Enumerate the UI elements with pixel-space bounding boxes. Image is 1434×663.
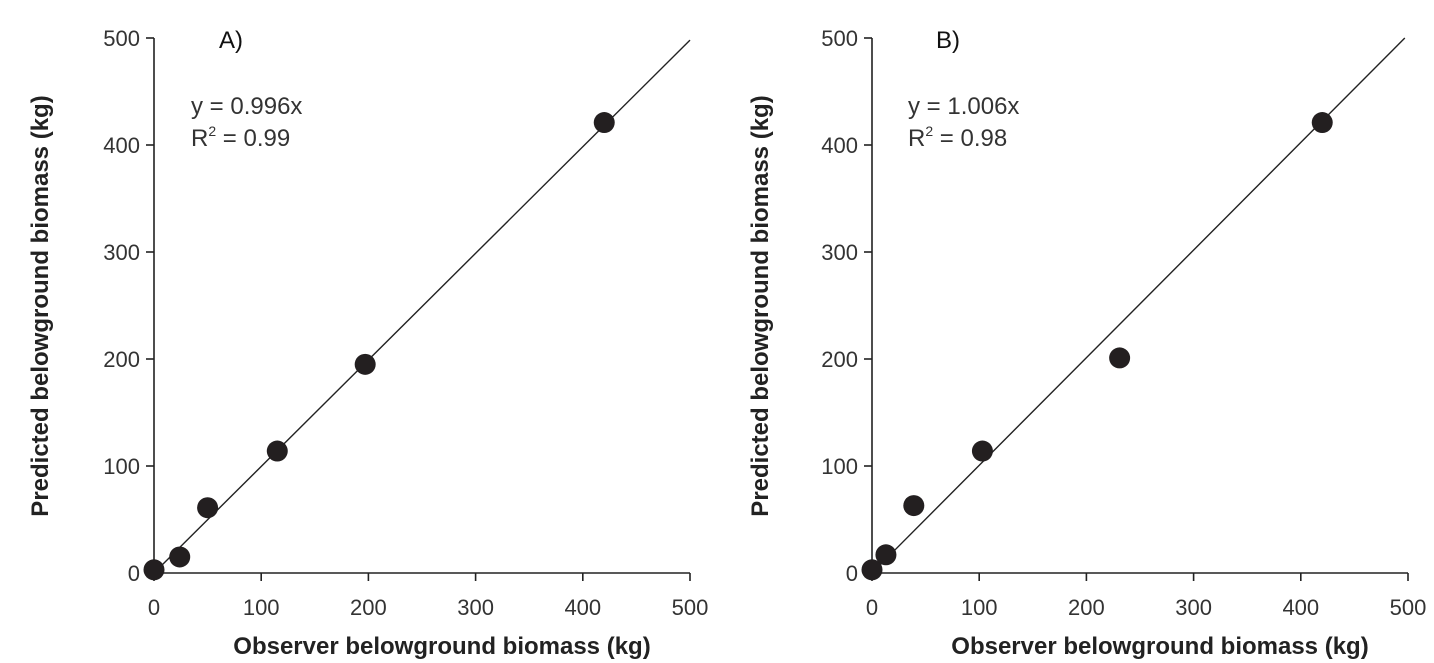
panel-b-r2-prefix: R	[908, 125, 925, 152]
panel-a-y-tick-label: 200	[103, 347, 140, 372]
panel-b-y-axis-title: Predicted belowground biomass (kg)	[747, 95, 774, 516]
panel-b-r2-sup: 2	[925, 123, 933, 139]
panel-a-y-tick-label: 100	[103, 454, 140, 479]
panel-a-x-tick-label: 300	[457, 595, 494, 620]
panel-a-y-tick-label: 300	[103, 240, 140, 265]
panel-b-x-tick-label: 0	[866, 595, 878, 620]
panel-a-data-point	[169, 546, 191, 568]
panel-b: B) y = 1.006x R2 = 0.98 Observer belowgr…	[747, 26, 1426, 660]
panel-a-data-point	[266, 440, 288, 462]
panel-a-data-point	[143, 559, 165, 581]
panel-a-equation: y = 0.996x	[191, 93, 302, 120]
panel-a-r2-sup: 2	[208, 123, 216, 139]
panel-b-y-tick-label: 100	[821, 454, 858, 479]
panel-b-x-tick-label: 400	[1282, 595, 1319, 620]
panel-b-x-tick-label: 500	[1390, 595, 1427, 620]
panel-b-x-tick-label: 300	[1175, 595, 1212, 620]
panel-a-data-point	[354, 353, 376, 375]
panel-a: A) y = 0.996x R2 = 0.99 Observer belowgr…	[27, 26, 708, 660]
panel-a-x-tick-label: 500	[672, 595, 709, 620]
panel-a-data-point	[197, 497, 219, 519]
panel-a-y-tick-label: 0	[128, 561, 140, 586]
panel-a-y-tick-label: 400	[103, 133, 140, 158]
panel-b-data-point	[1109, 347, 1131, 369]
panel-a-r2: R2 = 0.99	[191, 123, 290, 152]
panel-a-r2-value: = 0.99	[216, 125, 290, 152]
panel-b-data-point	[875, 544, 897, 566]
panel-a-x-tick-label: 0	[148, 595, 160, 620]
panel-b-x-axis-title: Observer belowground biomass (kg)	[951, 633, 1368, 660]
panel-a-x-axis-title: Observer belowground biomass (kg)	[233, 633, 650, 660]
panel-b-y-tick-label: 300	[821, 240, 858, 265]
panel-b-x-tick-label: 100	[961, 595, 998, 620]
panel-a-x-tick-label: 400	[564, 595, 601, 620]
panel-b-r2-value: = 0.98	[933, 125, 1007, 152]
panel-a-label: A)	[219, 27, 243, 54]
panel-b-data-point	[861, 559, 883, 581]
panel-b-equation: y = 1.006x	[908, 93, 1019, 120]
panel-b-data-point	[1311, 112, 1333, 134]
panel-a-data-point	[593, 112, 615, 134]
panel-b-data-point	[971, 440, 993, 462]
panel-b-y-tick-label: 500	[821, 26, 858, 51]
panel-a-r2-prefix: R	[191, 125, 208, 152]
panel-b-y-tick-label: 200	[821, 347, 858, 372]
panel-b-x-tick-label: 200	[1068, 595, 1105, 620]
panel-b-r2: R2 = 0.98	[908, 123, 1007, 152]
panel-b-label: B)	[936, 27, 960, 54]
panel-b-y-tick-label: 0	[846, 561, 858, 586]
panel-b-data-point	[903, 495, 925, 517]
panel-a-y-axis-title: Predicted belowground biomass (kg)	[27, 95, 54, 516]
panel-a-x-tick-label: 200	[350, 595, 387, 620]
panel-a-y-tick-label: 500	[103, 26, 140, 51]
panel-b-y-tick-label: 400	[821, 133, 858, 158]
panel-a-x-tick-label: 100	[243, 595, 280, 620]
